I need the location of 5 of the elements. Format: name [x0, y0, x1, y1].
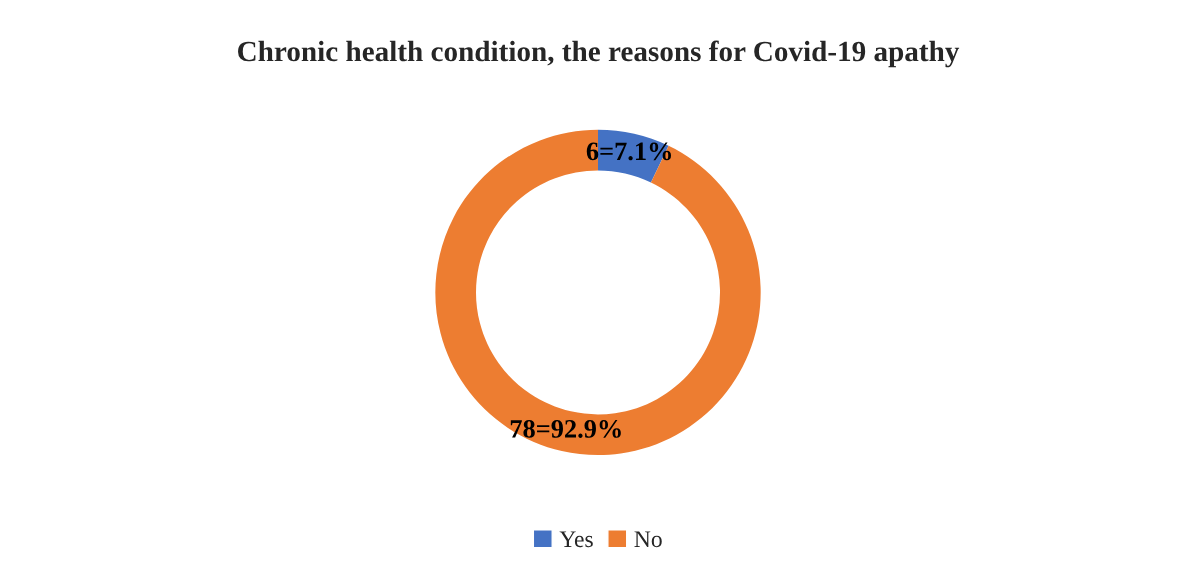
- data-label: 78=92.9%: [510, 419, 621, 438]
- donut-slice: [435, 129, 761, 456]
- chart-title: Chronic health condition, the reasons for Covid-19 apathy: [238, 40, 960, 68]
- legend-label: Yes: [559, 531, 593, 548]
- legend-label: No: [634, 531, 662, 548]
